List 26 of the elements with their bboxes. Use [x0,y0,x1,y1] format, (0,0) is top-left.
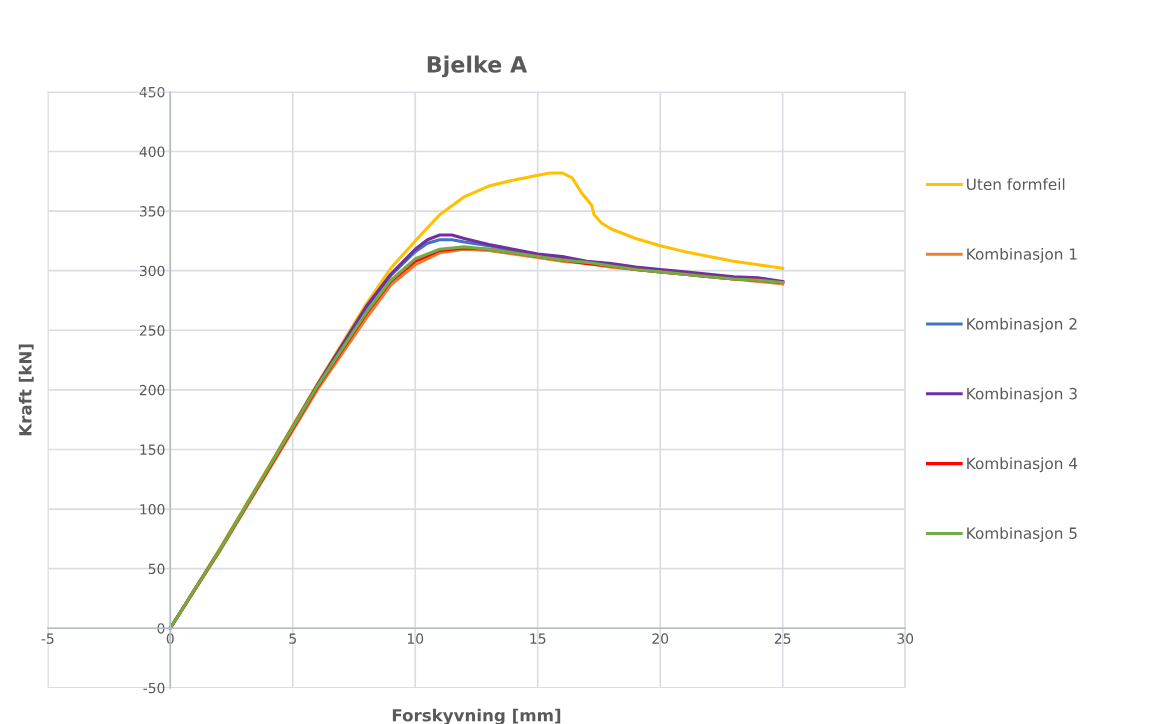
chart-title: Bjelke A [427,55,528,78]
y-axis-title: Kraft [kN] [18,344,34,436]
y-tick-label: 450 [139,86,165,98]
legend-label: Kombinasjon 1 [967,248,1077,263]
y-tick-label: 400 [139,146,165,158]
legend-label: Kombinasjon 3 [967,387,1077,403]
y-tick-label: 100 [140,504,165,515]
y-tick-label: 300 [139,265,165,277]
x-tick-label: 25 [774,633,791,644]
x-axis-title: Forskyvning [mm] [392,708,561,724]
x-tick-label: -5 [41,633,54,644]
y-tick-label: 50 [148,563,165,575]
legend-label: Kombinasjon 2 [967,317,1077,333]
y-tick-label: 200 [139,384,165,396]
x-tick-label: 30 [897,633,914,644]
y-tick-label: 350 [139,206,165,217]
x-tick-label: 5 [289,633,296,644]
y-tick-label: 150 [140,444,165,455]
legend-label: Kombinasjon 4 [967,457,1078,473]
y-tick-label: 250 [139,325,165,336]
y-tick-label: -50 [143,682,165,694]
legend-label: Uten formfeil [967,178,1065,191]
x-tick-label: 10 [407,633,424,644]
x-tick-label: 15 [530,633,546,644]
legend-label: Kombinasjon 5 [967,527,1077,542]
x-tick-label: 20 [652,633,669,644]
